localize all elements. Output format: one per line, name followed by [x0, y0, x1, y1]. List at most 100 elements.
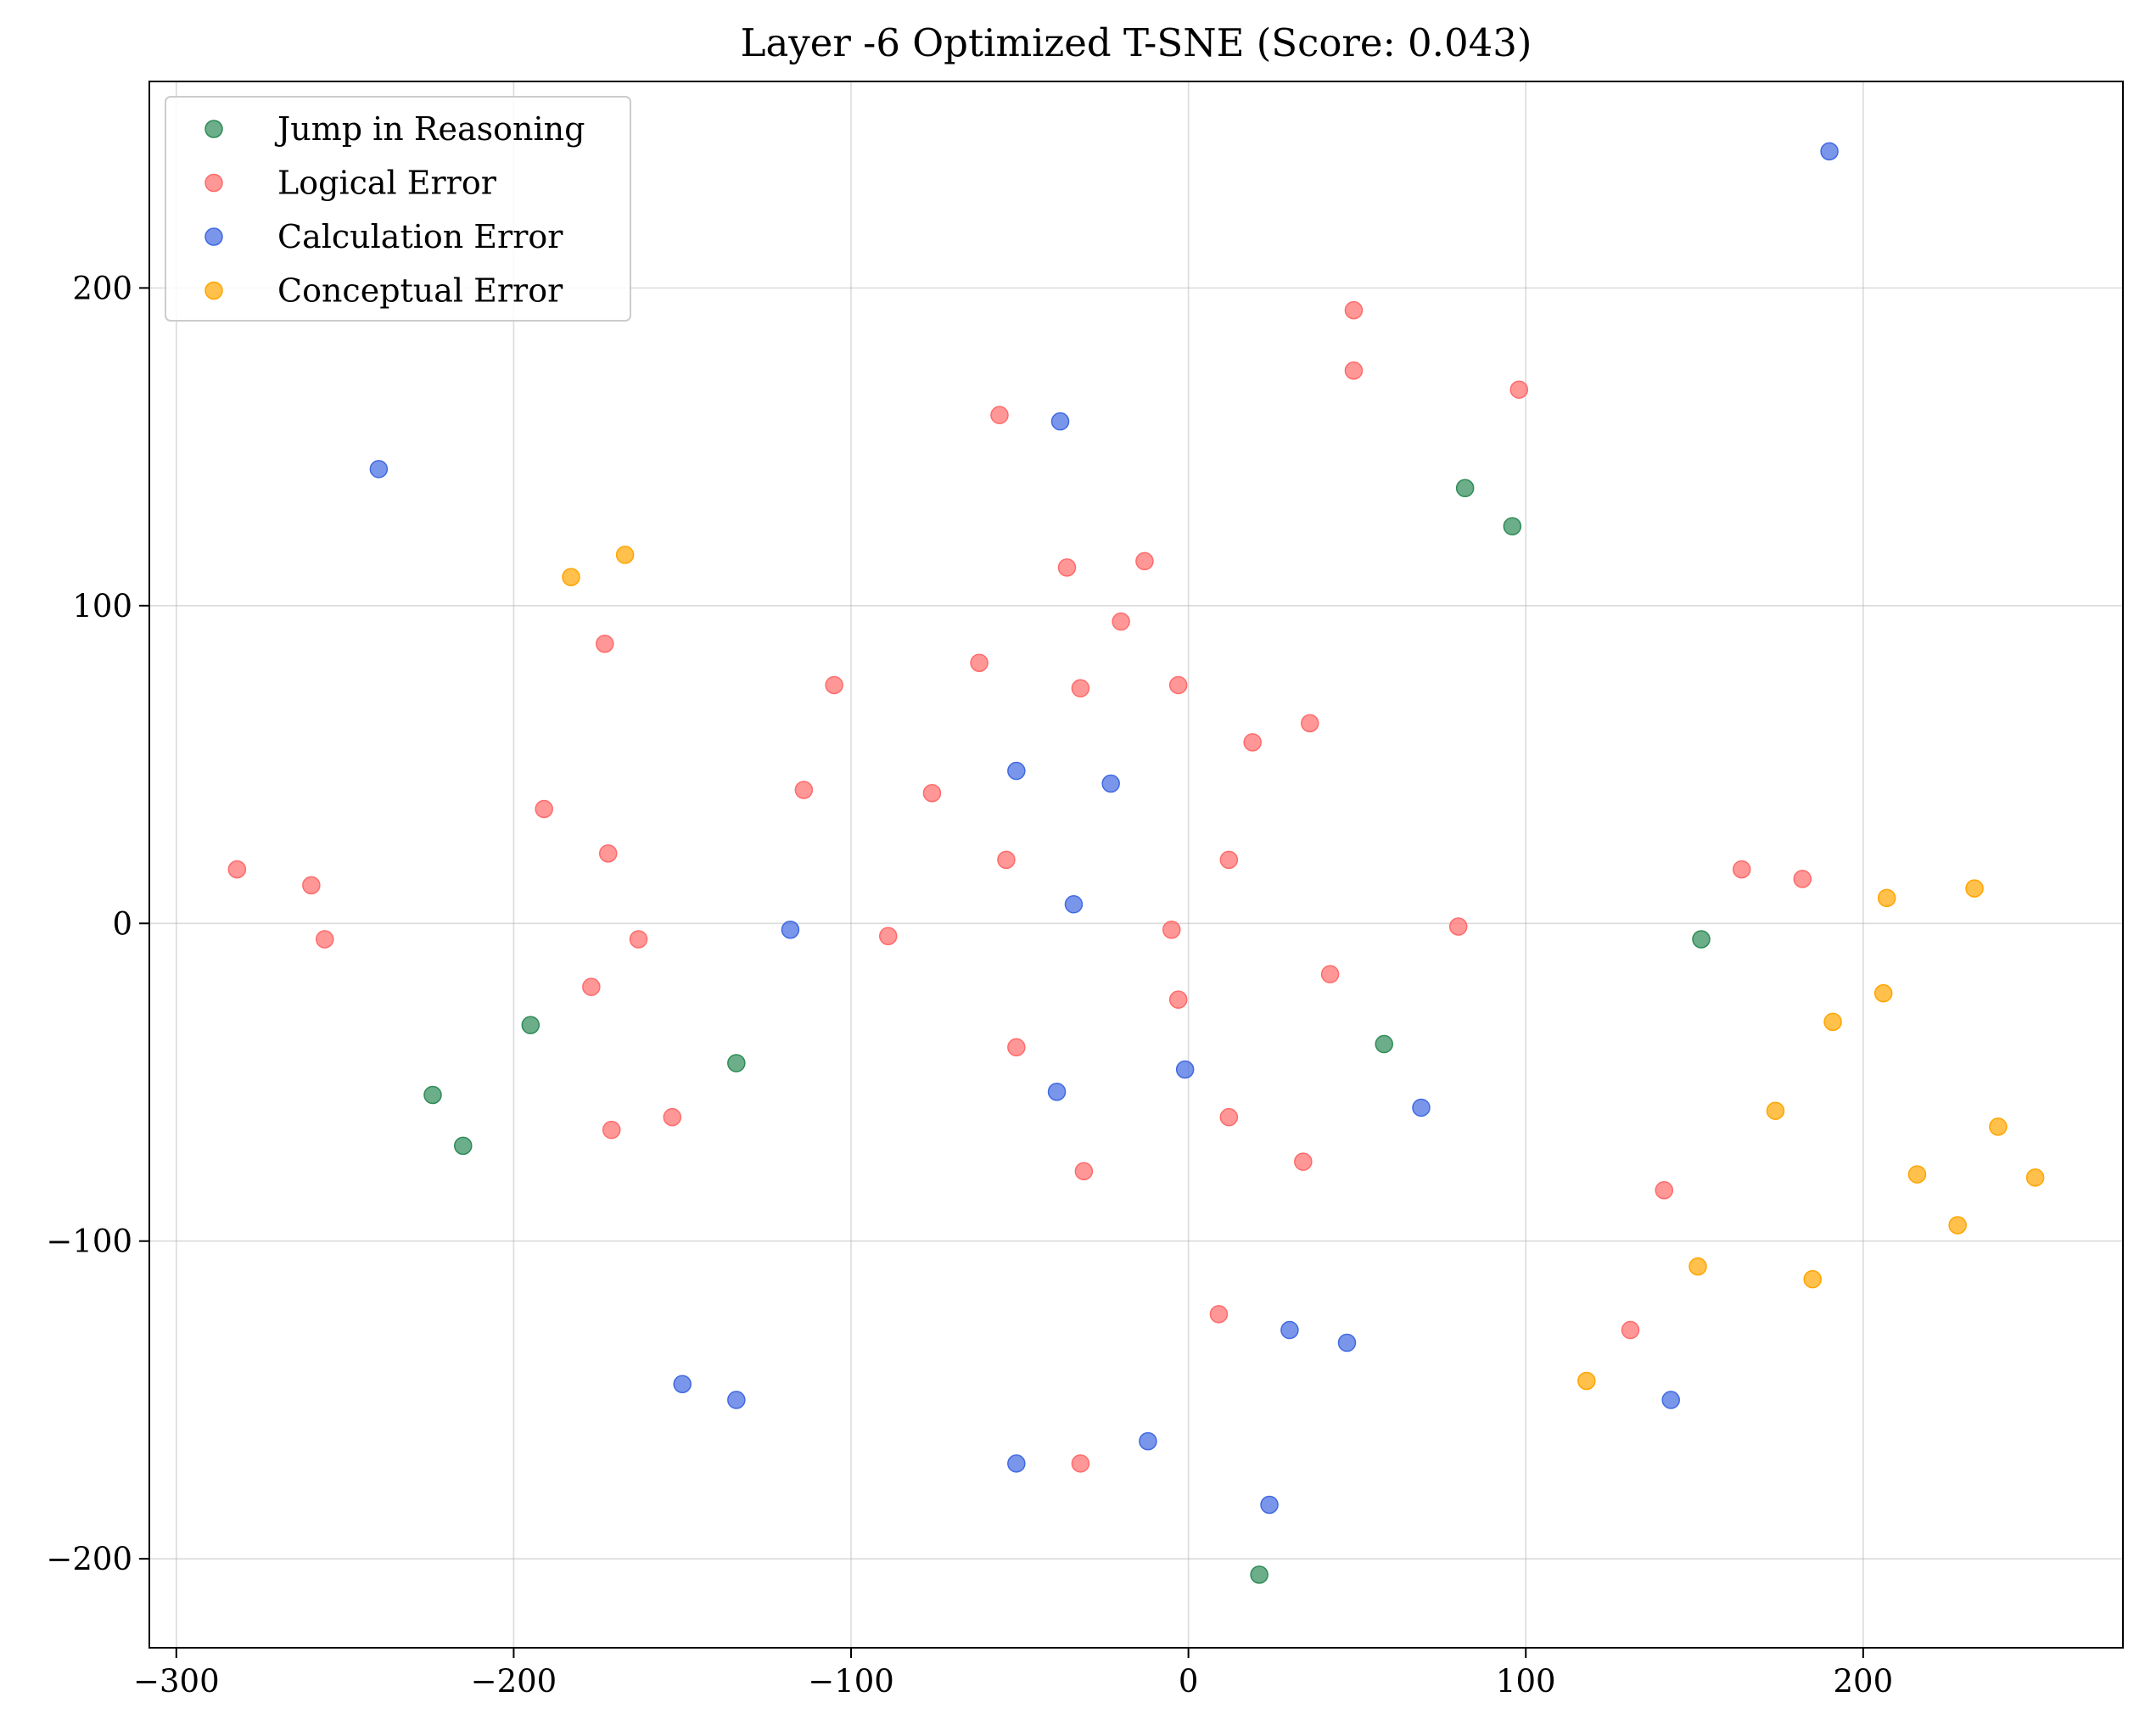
data-point — [582, 977, 601, 996]
data-point — [596, 635, 614, 653]
legend-label: Logical Error — [277, 165, 497, 202]
x-tick-label: −200 — [471, 1663, 557, 1700]
legend-marker — [204, 120, 223, 138]
chart-title: Layer -6 Optimized T-SNE (Score: 0.043) — [741, 20, 1532, 65]
data-point — [1344, 361, 1364, 380]
data-point — [1803, 1269, 1822, 1289]
data-point — [673, 1375, 692, 1393]
data-point — [825, 675, 843, 695]
grid-lines — [149, 81, 2123, 1648]
data-point — [562, 568, 580, 586]
data-point — [1337, 1333, 1357, 1352]
x-tick-label: −300 — [133, 1663, 220, 1700]
data-point — [1989, 1117, 2008, 1136]
series-group — [562, 546, 2045, 1391]
data-point — [1873, 983, 1893, 1003]
plot-frame — [148, 81, 2124, 1649]
legend-box — [165, 96, 631, 322]
data-point — [1064, 895, 1084, 914]
data-point — [1280, 1320, 1299, 1340]
data-point — [1139, 1431, 1157, 1451]
axis-ticks: −300 −200 −100 0 100 200 −200 −100 0 100 200 — [46, 270, 1893, 1700]
data-point — [1047, 1082, 1067, 1101]
data-point — [1503, 517, 1522, 535]
x-tick-label: −100 — [808, 1663, 894, 1700]
data-point — [1621, 1320, 1640, 1340]
data-points — [227, 142, 2045, 1584]
y-tick-label: 100 — [72, 588, 132, 624]
data-point — [1162, 921, 1181, 939]
data-point — [1344, 300, 1364, 320]
data-point — [1294, 1152, 1313, 1171]
data-point — [1412, 1098, 1431, 1117]
x-tick-label: 200 — [1834, 1663, 1894, 1700]
data-point — [227, 860, 247, 879]
data-point — [1219, 850, 1239, 870]
data-point — [1112, 612, 1130, 631]
series-group — [227, 300, 1812, 1473]
data-point — [727, 1054, 746, 1072]
data-point — [1301, 714, 1319, 733]
data-point — [1175, 1060, 1195, 1079]
data-point — [794, 781, 814, 799]
data-point — [1689, 1257, 1707, 1276]
x-tick-label: 0 — [1179, 1663, 1199, 1700]
data-point — [1661, 1391, 1680, 1409]
x-tick-label: 100 — [1496, 1663, 1556, 1700]
data-point — [369, 460, 389, 479]
data-point — [1509, 380, 1529, 399]
data-point — [1007, 1038, 1026, 1057]
legend-label: Calculation Error — [277, 218, 563, 255]
y-tick-label: −200 — [46, 1541, 132, 1577]
data-point — [1320, 965, 1340, 983]
series-group — [369, 142, 1839, 1515]
data-point — [1101, 774, 1120, 793]
data-point — [1965, 879, 1984, 898]
data-point — [1168, 675, 1188, 695]
data-point — [970, 653, 988, 672]
data-point — [1050, 412, 1070, 431]
data-point — [1260, 1495, 1279, 1515]
data-point — [1907, 1165, 1927, 1184]
data-point — [997, 850, 1016, 870]
data-point — [1209, 1305, 1229, 1324]
legend-label: Conceptual Error — [277, 272, 563, 310]
data-point — [1948, 1216, 1967, 1235]
data-point — [1793, 870, 1812, 888]
data-point — [602, 1120, 621, 1140]
data-point — [1692, 930, 1711, 949]
data-point — [454, 1136, 473, 1156]
data-point — [1071, 679, 1090, 697]
data-point — [922, 784, 942, 803]
data-point — [663, 1107, 682, 1127]
y-tick-label: 0 — [112, 905, 132, 942]
data-point — [781, 921, 800, 939]
data-point — [1766, 1101, 1785, 1120]
data-point — [615, 546, 635, 564]
data-point — [1375, 1034, 1393, 1054]
legend-marker — [204, 173, 223, 193]
data-point — [629, 930, 648, 949]
legend-marker — [204, 227, 223, 246]
data-point — [1168, 990, 1188, 1009]
data-point — [2025, 1168, 2045, 1187]
y-tick-label: −100 — [46, 1224, 132, 1260]
data-point — [598, 844, 618, 863]
data-point — [1007, 761, 1026, 781]
data-point — [1243, 733, 1262, 752]
data-point — [423, 1085, 442, 1105]
legend-marker — [204, 281, 223, 300]
legend-label: Jump in Reasoning — [274, 110, 585, 148]
data-point — [1448, 917, 1468, 936]
data-point — [1877, 888, 1896, 908]
data-point — [1250, 1565, 1269, 1584]
data-point — [1135, 552, 1154, 571]
data-point — [535, 799, 553, 819]
data-point — [879, 927, 898, 945]
y-tick-label: 200 — [72, 270, 132, 306]
data-point — [316, 930, 334, 949]
data-point — [990, 406, 1009, 424]
data-point — [1732, 860, 1751, 879]
